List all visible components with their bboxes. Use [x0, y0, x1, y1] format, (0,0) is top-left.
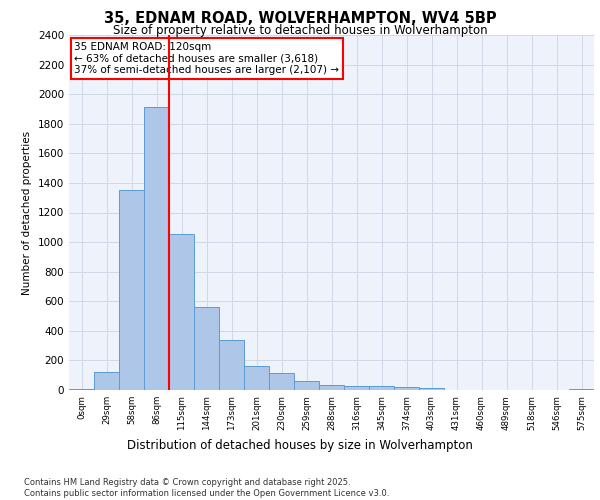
- Bar: [394, 387, 419, 390]
- Bar: [319, 385, 344, 390]
- Bar: [294, 381, 319, 390]
- Y-axis label: Number of detached properties: Number of detached properties: [22, 130, 32, 294]
- Bar: [219, 340, 244, 390]
- Text: 35 EDNAM ROAD: 120sqm
← 63% of detached houses are smaller (3,618)
37% of semi-d: 35 EDNAM ROAD: 120sqm ← 63% of detached …: [74, 42, 339, 76]
- Text: 35, EDNAM ROAD, WOLVERHAMPTON, WV4 5BP: 35, EDNAM ROAD, WOLVERHAMPTON, WV4 5BP: [104, 11, 496, 26]
- Bar: [119, 190, 144, 390]
- Bar: [269, 373, 294, 390]
- Bar: [244, 366, 269, 390]
- Text: Contains HM Land Registry data © Crown copyright and database right 2025.
Contai: Contains HM Land Registry data © Crown c…: [24, 478, 389, 498]
- Bar: [194, 307, 219, 390]
- Bar: [569, 388, 594, 390]
- Bar: [419, 388, 444, 390]
- Text: Size of property relative to detached houses in Wolverhampton: Size of property relative to detached ho…: [113, 24, 487, 37]
- Bar: [94, 372, 119, 390]
- Bar: [144, 108, 169, 390]
- Bar: [369, 386, 394, 390]
- Bar: [69, 388, 94, 390]
- Bar: [169, 234, 194, 390]
- Bar: [344, 386, 369, 390]
- Text: Distribution of detached houses by size in Wolverhampton: Distribution of detached houses by size …: [127, 440, 473, 452]
